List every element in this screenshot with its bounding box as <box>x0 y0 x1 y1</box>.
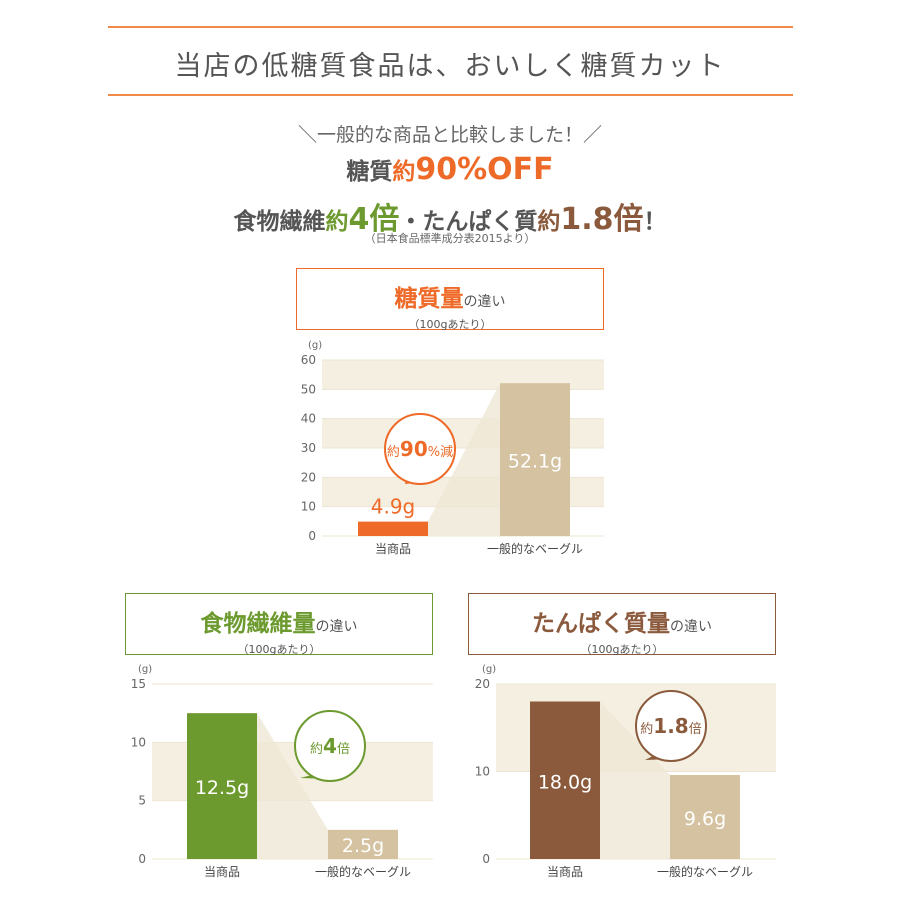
headline-sugar-label: 糖質 <box>346 159 393 185</box>
protein-unit-label: (g) <box>482 664 496 675</box>
bottom-rule <box>108 94 793 96</box>
protein-chart-header: たんぱく質量の違い （100gあたり） <box>468 593 776 656</box>
sugar-y-tick-label: 30 <box>301 441 316 455</box>
protein-chart-subtitle: （100gあたり） <box>580 643 664 656</box>
headline-sugar-value: 90%OFF <box>415 152 554 187</box>
fiber-y-tick-label: 15 <box>131 677 146 691</box>
protein-category-label-2: 一般的なベーグル <box>657 864 753 879</box>
protein-callout-text: 約1.8倍 <box>640 714 701 738</box>
fiber-chart-title-suffix: の違い <box>315 619 358 635</box>
sugar-value-label-2: 52.1g <box>508 451 562 473</box>
fiber-callout-bubble: 約4倍 <box>294 710 366 782</box>
sugar-callout-text: 約90%減 <box>387 437 453 461</box>
headline-fiber-label: 食物繊維 <box>233 209 326 235</box>
sugar-y-tick-label: 0 <box>308 529 316 543</box>
sugar-callout-circle <box>384 413 456 485</box>
protein-y-tick-label: 0 <box>482 852 490 866</box>
sugar-unit-label: (g) <box>308 340 322 351</box>
sugar-chart-subtitle: （100gあたり） <box>408 318 492 331</box>
fiber-callout-text: 約4倍 <box>310 734 350 758</box>
sugar-chart-title-suffix: の違い <box>463 294 506 310</box>
fiber-category-label-2: 一般的なベーグル <box>315 864 411 879</box>
sugar-y-tick-label: 10 <box>301 500 316 514</box>
headline-fiber-value: 4倍 <box>348 202 400 237</box>
fiber-category-label-1: 当商品 <box>204 864 240 879</box>
headline-protein-value: 1.8倍 <box>560 202 644 237</box>
sugar-comparison-wedge <box>428 383 500 536</box>
protein-chart-title-suffix: の違い <box>670 619 712 635</box>
fiber-value-label-1: 12.5g <box>195 777 249 799</box>
protein-bar-2 <box>670 775 740 859</box>
sugar-plot: 0 10 20 30 40 50 60 (g) 4.9g 当商品 52.1g 一般的なベーグル 約90%… <box>301 340 604 556</box>
page-title: 当店の低糖質食品は、おいしく糖質カット <box>174 51 726 82</box>
headline-sugar: 糖質約90%OFF <box>0 152 900 187</box>
sugar-callout-bubble: 約90%減 <box>384 413 456 485</box>
fiber-value-label-2: 2.5g <box>342 835 384 857</box>
headline-exclaim: ！ <box>643 209 667 235</box>
protein-bar-1 <box>530 701 600 859</box>
sugar-y-tick-label: 40 <box>301 412 316 426</box>
source-note: （日本食品標準成分表2015より） <box>364 232 536 245</box>
fiber-chart-title: 食物繊維量 <box>200 611 316 637</box>
fiber-comparison-wedge <box>257 713 328 859</box>
headline-fiber-protein: 食物繊維約4倍・たんぱく質約1.8倍！ <box>0 194 900 238</box>
protein-y-tick-label: 10 <box>475 765 490 779</box>
fiber-chart-header: 食物繊維量の違い （100gあたり） <box>125 593 433 656</box>
protein-callout-circle <box>635 690 707 762</box>
fiber-bar-2 <box>328 829 398 859</box>
protein-y-tick-label: 20 <box>475 677 490 691</box>
fiber-y-tick-label: 5 <box>138 794 146 808</box>
sugar-y-tick-label: 20 <box>301 470 316 484</box>
sugar-category-label-1: 当商品 <box>375 541 411 556</box>
sugar-chart-title: 糖質量 <box>394 286 464 312</box>
protein-value-label-1: 18.0g <box>538 771 592 793</box>
sugar-category-label-2: 一般的なベーグル <box>487 541 583 556</box>
headline-sugar-approx: 約 <box>392 159 416 185</box>
fiber-bar-1 <box>187 713 257 859</box>
fiber-chart-subtitle: （100gあたり） <box>237 643 321 656</box>
top-rule <box>108 26 793 28</box>
fiber-plot: 0 5 10 15 (g) 12.5g 当商品 2.5g 一般的なベーグル 約4倍 <box>131 664 433 879</box>
fiber-y-tick-label: 0 <box>138 852 146 866</box>
fiber-unit-label: (g) <box>138 664 152 675</box>
sugar-y-tick-label: 60 <box>301 353 316 367</box>
headline-protein-approx: 約 <box>537 209 561 235</box>
protein-value-label-2: 9.6g <box>684 808 726 830</box>
protein-chart-title: たんぱく質量 <box>532 611 670 637</box>
intro-text: ＼一般的な商品と比較しました！／ <box>297 124 602 146</box>
sugar-chart-header: 糖質量の違い （100gあたり） <box>296 268 604 331</box>
sugar-bar-1 <box>358 521 428 536</box>
protein-comparison-wedge <box>600 701 670 859</box>
protein-callout-bubble: 約1.8倍 <box>635 690 707 762</box>
headline-protein-label: ・たんぱく質 <box>399 209 538 235</box>
protein-category-label-1: 当商品 <box>547 864 583 879</box>
fiber-callout-circle <box>294 710 366 782</box>
protein-plot: 0 10 20 (g) 18.0g 当商品 9.6g 一般的なベーグル 約1.8倍 <box>475 664 776 879</box>
sugar-y-tick-label: 50 <box>301 382 316 396</box>
sugar-value-label-1: 4.9g <box>371 495 416 519</box>
sugar-bar-2 <box>500 383 570 536</box>
headline-fiber-approx: 約 <box>325 209 349 235</box>
fiber-y-tick-label: 10 <box>131 735 146 749</box>
